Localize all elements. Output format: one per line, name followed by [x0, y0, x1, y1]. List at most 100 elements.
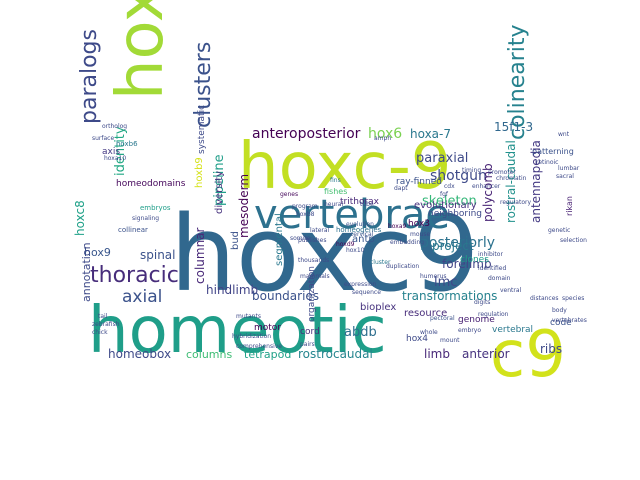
cloud-word: mammals	[300, 273, 330, 280]
cloud-word: thousands	[298, 257, 329, 264]
cloud-word: ray-finned	[396, 177, 442, 187]
cloud-word: humerus	[420, 273, 447, 280]
cloud-word: anterior	[462, 347, 510, 361]
cloud-word: diversity	[214, 171, 225, 214]
cloud-word: hybridization	[232, 333, 271, 340]
cloud-word: homeogenes	[336, 226, 382, 234]
cloud-word: hoxb6	[116, 140, 138, 148]
cloud-word: fins	[330, 177, 341, 184]
cloud-word: retinoic	[536, 159, 559, 166]
cloud-word: genes	[280, 191, 298, 198]
cloud-word: lumbar	[558, 165, 580, 172]
cloud-word: lmc	[434, 275, 457, 290]
cloud-word: fishes	[324, 187, 347, 196]
cloud-word: axis	[102, 147, 120, 157]
cloud-word: mesoderm	[237, 174, 251, 238]
cloud-word: patterning	[532, 147, 574, 156]
cloud-word: forelimb	[442, 257, 492, 271]
cloud-word: embryos	[140, 204, 171, 212]
cloud-word: hindlimb	[206, 283, 258, 297]
cloud-word: distances	[530, 295, 559, 302]
cloud-word: zebrafish	[92, 321, 120, 328]
cloud-word: domain	[488, 275, 511, 282]
cloud-word: annotation	[80, 242, 93, 302]
cloud-word: dapt	[394, 185, 408, 192]
cloud-word: columnar	[193, 227, 207, 284]
cloud-word: columns	[186, 348, 232, 361]
cloud-word: publishes	[298, 237, 327, 244]
cloud-word: collinear	[118, 226, 148, 234]
cloud-word: signaling	[132, 215, 159, 222]
cloud-word: hox10	[346, 247, 365, 254]
cloud-word: transformations	[402, 289, 497, 303]
cloud-word: hox3	[408, 219, 430, 229]
cloud-word: sequence	[352, 289, 381, 296]
cloud-word: neural	[324, 201, 343, 208]
cloud-word: paralogs	[77, 29, 102, 124]
cloud-word: limb	[424, 347, 450, 361]
cloud-word: bioplex	[360, 302, 396, 313]
cloud-word: regulation	[478, 311, 509, 318]
cloud-word: rostrocaudal	[298, 347, 373, 361]
cloud-word: expression	[344, 281, 377, 288]
cloud-word: 15f1-3	[494, 120, 533, 134]
cloud-word: code	[550, 318, 572, 328]
cloud-word: hox	[104, 0, 178, 100]
cloud-word: cdx	[444, 183, 455, 190]
cloud-word: trithorax	[340, 197, 380, 207]
cloud-word: lateral	[310, 227, 330, 234]
cloud-word: rikan	[565, 196, 574, 216]
cloud-word: ortholog	[102, 123, 127, 130]
cloud-word: systematic	[197, 105, 207, 154]
cloud-word: antp	[352, 234, 375, 245]
cloud-word: promoter	[488, 169, 516, 176]
cloud-word: vertebrae	[254, 192, 450, 238]
cloud-word: whole	[420, 329, 438, 336]
cloud-word: cervical	[350, 231, 374, 238]
cloud-word: chick	[92, 329, 108, 336]
cloud-word: tail	[98, 313, 108, 320]
cloud-word: pipeline	[212, 154, 227, 206]
cloud-word: hoxc9	[170, 193, 479, 315]
cloud-word: hoxa9	[388, 223, 407, 230]
cloud-word: anteroposterior	[252, 126, 361, 142]
cloud-word: hoxb8	[296, 211, 315, 218]
cloud-word: surface	[92, 135, 114, 142]
cloud-word: resource	[404, 308, 447, 319]
cloud-word: mount	[440, 337, 460, 344]
cloud-word: digits	[474, 299, 490, 306]
cloud-word: pectoral	[430, 315, 455, 322]
cloud-word: somite	[290, 235, 311, 242]
cloud-word: boundaries	[252, 289, 319, 303]
cloud-word: cord	[300, 327, 320, 337]
cloud-word: hox6	[368, 126, 402, 142]
cloud-word: species	[562, 295, 584, 302]
cloud-word: enhancer	[472, 183, 501, 190]
cloud-word: chromatin	[496, 175, 527, 182]
cloud-word: mutants	[236, 313, 261, 320]
cloud-word: hoxc8	[73, 200, 87, 236]
cloud-word: vertebral	[492, 325, 533, 335]
cloud-word: organization	[307, 266, 317, 322]
cloud-word: clusters	[191, 42, 216, 128]
cloud-word: project	[432, 239, 474, 253]
cloud-word: comprehensive	[236, 343, 282, 350]
cloud-word: spinal	[140, 248, 176, 262]
cloud-word: wnt	[558, 131, 570, 138]
cloud-word: polycomb	[481, 163, 495, 222]
cloud-word: sacral	[556, 173, 574, 180]
cloud-word: hoxb9	[194, 157, 205, 188]
cloud-word: neighboring	[428, 209, 482, 219]
cloud-word: hox4	[406, 334, 428, 344]
cloud-word: duplication	[386, 263, 419, 270]
cloud-word: evolutionary	[414, 200, 477, 211]
cloud-word: motor	[254, 323, 281, 333]
cloud-word: embryo	[458, 327, 481, 334]
cloud-word: shotgun	[430, 168, 487, 184]
cloud-word: fgf	[440, 191, 449, 198]
cloud-word: amph	[374, 135, 391, 142]
cloud-word: evolution	[346, 221, 374, 228]
cloud-word: regulatory	[500, 199, 531, 206]
cloud-word: hoxa-7	[410, 127, 451, 141]
